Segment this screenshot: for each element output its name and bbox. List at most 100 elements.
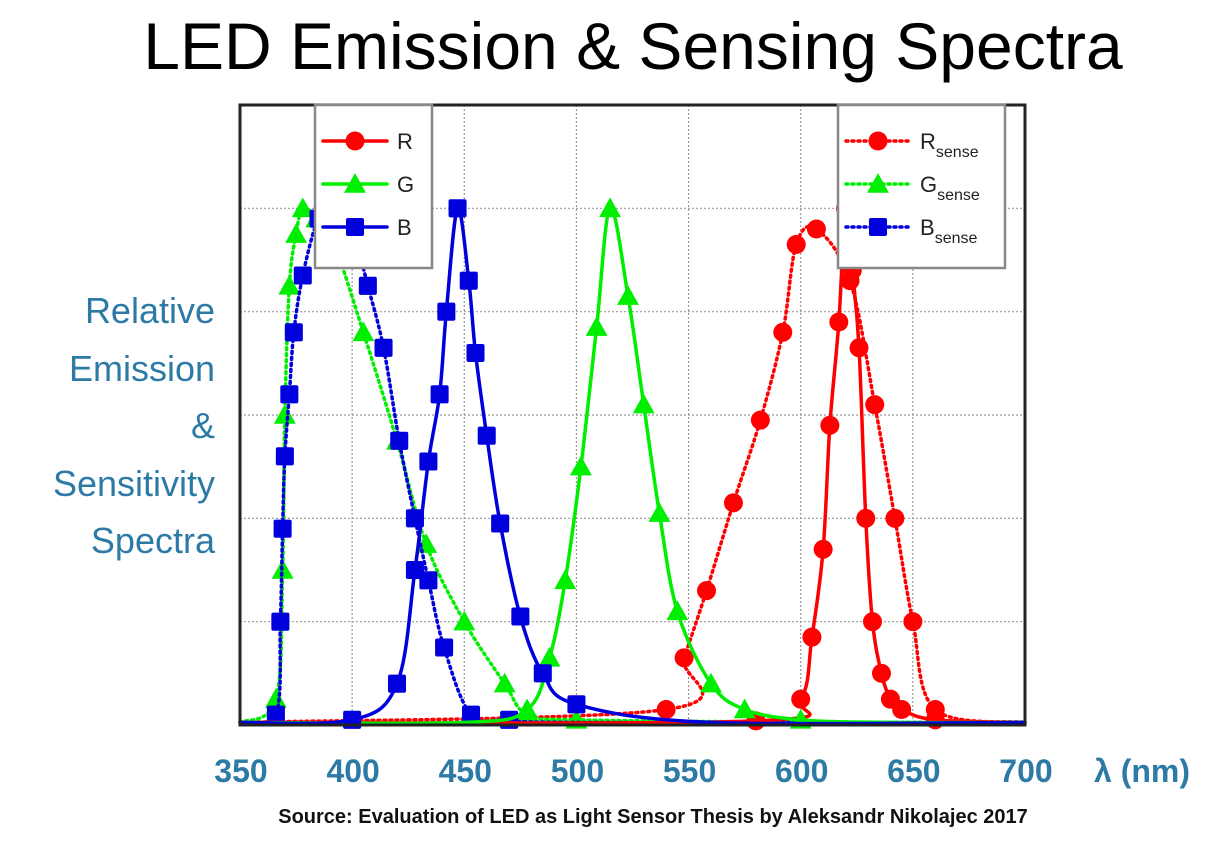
triangle-marker (278, 274, 301, 295)
legend-label: R (397, 129, 413, 154)
square-marker (466, 343, 485, 363)
x-tick-label: 400 (326, 753, 379, 789)
circle-marker (656, 700, 676, 719)
x-tick-label: 350 (214, 753, 267, 789)
triangle-marker (352, 321, 375, 342)
square-marker (435, 638, 454, 657)
legend-top-left: RGB (313, 103, 434, 270)
square-marker (533, 664, 552, 683)
square-marker (448, 199, 467, 218)
triangle-marker (632, 393, 655, 414)
x-tick-label: 600 (775, 753, 828, 789)
legend-label-subscript: sense (936, 144, 979, 161)
square-marker (461, 705, 481, 724)
circle-marker (829, 312, 849, 332)
series-g-sense (238, 197, 1027, 729)
circle-marker (791, 689, 811, 709)
triangle-marker (867, 173, 889, 193)
triangle-marker (538, 646, 561, 667)
chart-title: LED Emission & Sensing Spectra (143, 9, 1123, 83)
circle-marker (806, 219, 826, 239)
circle-marker (674, 648, 694, 668)
triangle-marker (554, 569, 577, 590)
legend-label: G (397, 172, 414, 197)
source-citation: Source: Evaluation of LED as Light Senso… (278, 806, 1028, 828)
x-tick-label: 550 (663, 753, 716, 789)
legend-box (313, 103, 434, 270)
triangle-marker (493, 672, 516, 693)
triangle-marker (599, 197, 621, 218)
y-axis-label-line: Spectra (90, 520, 215, 561)
circle-marker (865, 395, 885, 415)
y-axis-label: Relative Emission & Sensitivity Spectra (10, 282, 215, 570)
triangle-marker (648, 502, 671, 522)
triangle-marker (733, 698, 756, 719)
series-layer (238, 197, 1027, 731)
circle-marker (697, 581, 717, 601)
circle-marker (871, 663, 891, 683)
triangle-marker (585, 316, 608, 336)
series-line (238, 206, 1027, 725)
square-marker (280, 385, 299, 404)
triangle-marker (516, 698, 539, 719)
series-line (238, 206, 1027, 726)
triangle-marker (264, 688, 287, 708)
legend-label: B (397, 215, 412, 240)
legend-label-subscript: sense (935, 230, 978, 247)
circle-marker (750, 410, 770, 430)
triangle-marker (285, 223, 307, 243)
series-g (238, 197, 1027, 729)
circle-marker (345, 131, 365, 151)
series-b-sense (238, 199, 1027, 729)
square-marker (430, 385, 449, 404)
y-axis-label-line: Emission (68, 347, 215, 389)
circle-marker (892, 700, 912, 719)
circle-marker (862, 612, 882, 632)
square-marker (419, 452, 438, 471)
series-b (238, 199, 1027, 729)
square-marker (477, 426, 496, 445)
square-marker (567, 695, 586, 714)
x-tick-label: 450 (439, 753, 492, 789)
circle-marker (723, 493, 743, 513)
series-line (238, 205, 1027, 727)
y-axis-label-line: & (190, 405, 215, 446)
y-axis-label-line: Relative (84, 290, 215, 331)
triangle-marker (291, 197, 314, 218)
series-line (238, 224, 1027, 725)
x-tick-label: 700 (999, 753, 1052, 789)
square-marker (374, 338, 393, 357)
square-marker (273, 519, 292, 538)
square-marker (358, 276, 377, 295)
circle-marker (903, 612, 923, 632)
triangle-marker (617, 285, 639, 305)
triangle-marker (700, 672, 722, 693)
triangle-marker (569, 455, 592, 476)
square-marker (390, 431, 409, 450)
square-marker (868, 217, 888, 237)
triangle-marker (273, 404, 296, 424)
series-r (238, 198, 1027, 731)
plot-frame (238, 103, 1027, 727)
y-axis-label-line: Sensitivity (52, 462, 215, 504)
circle-marker (849, 338, 869, 358)
circle-marker (773, 322, 793, 342)
square-marker (405, 560, 424, 580)
square-marker (511, 607, 530, 626)
square-marker (345, 217, 365, 237)
series-line (238, 206, 1027, 726)
square-marker (387, 674, 407, 693)
x-tick-label: 650 (887, 753, 940, 789)
x-tick-labels: 350 400 450 500 550 600 650 700 λ (nm) (214, 753, 1190, 789)
circle-marker (813, 539, 833, 559)
legend-box (836, 103, 1007, 270)
square-marker (266, 705, 285, 724)
square-marker (275, 447, 294, 466)
x-axis-label: λ (nm) (1094, 753, 1190, 789)
circle-marker (885, 508, 905, 528)
square-marker (271, 612, 290, 631)
triangle-marker (666, 600, 689, 621)
square-marker (459, 271, 478, 290)
